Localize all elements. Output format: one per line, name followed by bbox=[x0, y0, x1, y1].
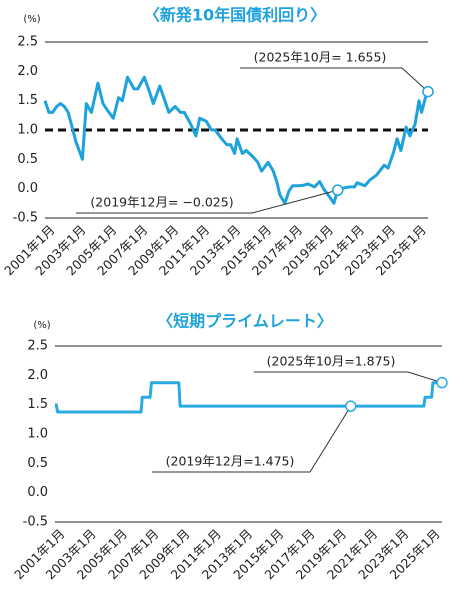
y-tick-label: 1.0 bbox=[27, 427, 48, 442]
y-tick-label: 2.0 bbox=[27, 368, 48, 383]
y-tick-label: 0.5 bbox=[17, 152, 38, 167]
highlight-point bbox=[331, 184, 344, 196]
leader-line bbox=[76, 189, 338, 214]
annotation: (2019年12月= −0.025) bbox=[90, 195, 233, 210]
y-tick-label: 1.0 bbox=[17, 123, 38, 138]
data-line bbox=[43, 75, 430, 205]
highlight-point bbox=[436, 376, 448, 389]
unit-label: (%) bbox=[33, 320, 50, 331]
y-tick-label: 0.0 bbox=[27, 485, 48, 500]
y-tick-label: 2.5 bbox=[27, 339, 48, 354]
y-tick-label: 2.0 bbox=[17, 64, 38, 79]
leader-line bbox=[254, 371, 443, 384]
unit-label: (%) bbox=[23, 14, 40, 25]
y-tick-label: 1.5 bbox=[17, 93, 38, 108]
data-line bbox=[54, 381, 442, 414]
annotation: (2025年10月= 1.655) bbox=[254, 50, 387, 65]
annotation: (2019年12月=1.475) bbox=[166, 454, 295, 469]
annotation: (2025年10月=1.875) bbox=[267, 354, 396, 369]
leader-line bbox=[152, 405, 352, 473]
y-tick-label: -0.5 bbox=[23, 515, 48, 530]
leader-line bbox=[240, 67, 429, 92]
y-tick-label: 0.0 bbox=[17, 181, 38, 196]
y-tick-label: 2.5 bbox=[17, 35, 38, 50]
highlight-point bbox=[345, 400, 357, 412]
y-tick-label: 0.5 bbox=[27, 456, 48, 471]
chart-title: 〈新発10年国債利回り〉 bbox=[144, 6, 326, 25]
y-tick-label: -0.5 bbox=[13, 211, 38, 226]
chart-title: 〈短期プライムレート〉 bbox=[157, 312, 333, 331]
highlight-point bbox=[422, 85, 434, 98]
y-tick-label: 1.5 bbox=[27, 397, 48, 412]
